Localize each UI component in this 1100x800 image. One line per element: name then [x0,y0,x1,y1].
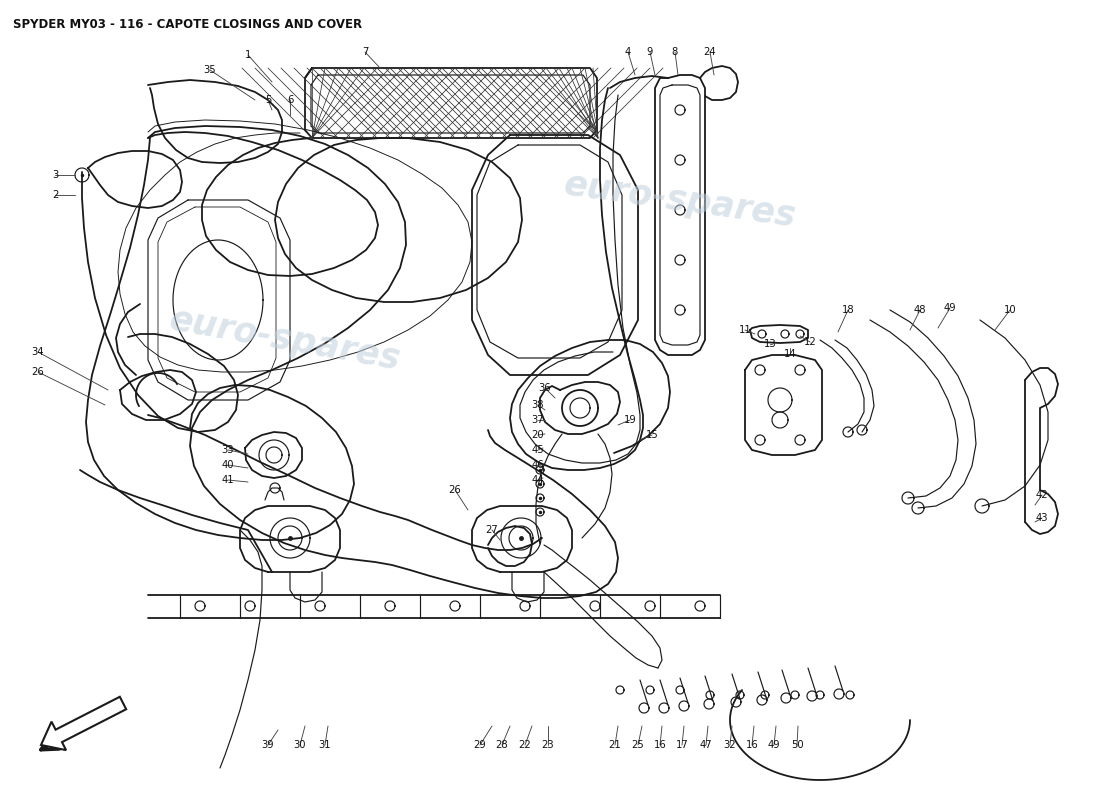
Text: 26: 26 [32,367,44,377]
Text: 36: 36 [539,383,551,393]
Text: 46: 46 [531,460,544,470]
Text: 11: 11 [738,325,751,335]
Text: 37: 37 [531,415,544,425]
Text: 44: 44 [531,475,544,485]
FancyArrow shape [41,697,126,750]
Text: SPYDER MY03 - 116 - CAPOTE CLOSINGS AND COVER: SPYDER MY03 - 116 - CAPOTE CLOSINGS AND … [13,18,362,30]
Text: 18: 18 [842,305,855,315]
Text: 20: 20 [531,430,544,440]
Text: 13: 13 [763,339,777,349]
Text: 34: 34 [32,347,44,357]
Text: 47: 47 [700,740,713,750]
Text: 21: 21 [608,740,622,750]
Text: 50: 50 [791,740,803,750]
Text: 32: 32 [724,740,736,750]
Text: 23: 23 [541,740,554,750]
Text: 49: 49 [944,303,956,313]
Text: 16: 16 [653,740,667,750]
Text: 43: 43 [1036,513,1048,523]
Text: 10: 10 [1003,305,1016,315]
Text: 3: 3 [52,170,58,180]
Text: 4: 4 [625,47,631,57]
Text: 41: 41 [222,475,234,485]
Text: 28: 28 [496,740,508,750]
Text: 6: 6 [287,95,294,105]
Text: 7: 7 [362,47,369,57]
Text: 9: 9 [647,47,653,57]
Text: 29: 29 [474,740,486,750]
Text: 1: 1 [245,50,251,60]
Text: 48: 48 [914,305,926,315]
Text: 5: 5 [265,95,272,105]
Text: 45: 45 [531,445,544,455]
Text: 33: 33 [222,445,234,455]
Text: 39: 39 [262,740,274,750]
Text: 35: 35 [204,65,217,75]
Text: 31: 31 [319,740,331,750]
Text: 17: 17 [675,740,689,750]
Text: 16: 16 [746,740,758,750]
Text: 12: 12 [804,337,816,347]
Text: 22: 22 [518,740,531,750]
Text: euro-spares: euro-spares [562,167,799,233]
Text: 30: 30 [294,740,306,750]
Text: 24: 24 [704,47,716,57]
Text: 49: 49 [768,740,780,750]
Text: 38: 38 [531,400,544,410]
Text: 25: 25 [631,740,645,750]
Text: euro-spares: euro-spares [167,303,404,377]
Text: 42: 42 [1036,490,1048,500]
Text: 2: 2 [52,190,58,200]
Text: 14: 14 [783,349,796,359]
Text: 40: 40 [222,460,234,470]
Text: 26: 26 [449,485,461,495]
Text: 15: 15 [646,430,659,440]
Text: 27: 27 [485,525,498,535]
Text: 8: 8 [672,47,678,57]
Text: 19: 19 [624,415,637,425]
